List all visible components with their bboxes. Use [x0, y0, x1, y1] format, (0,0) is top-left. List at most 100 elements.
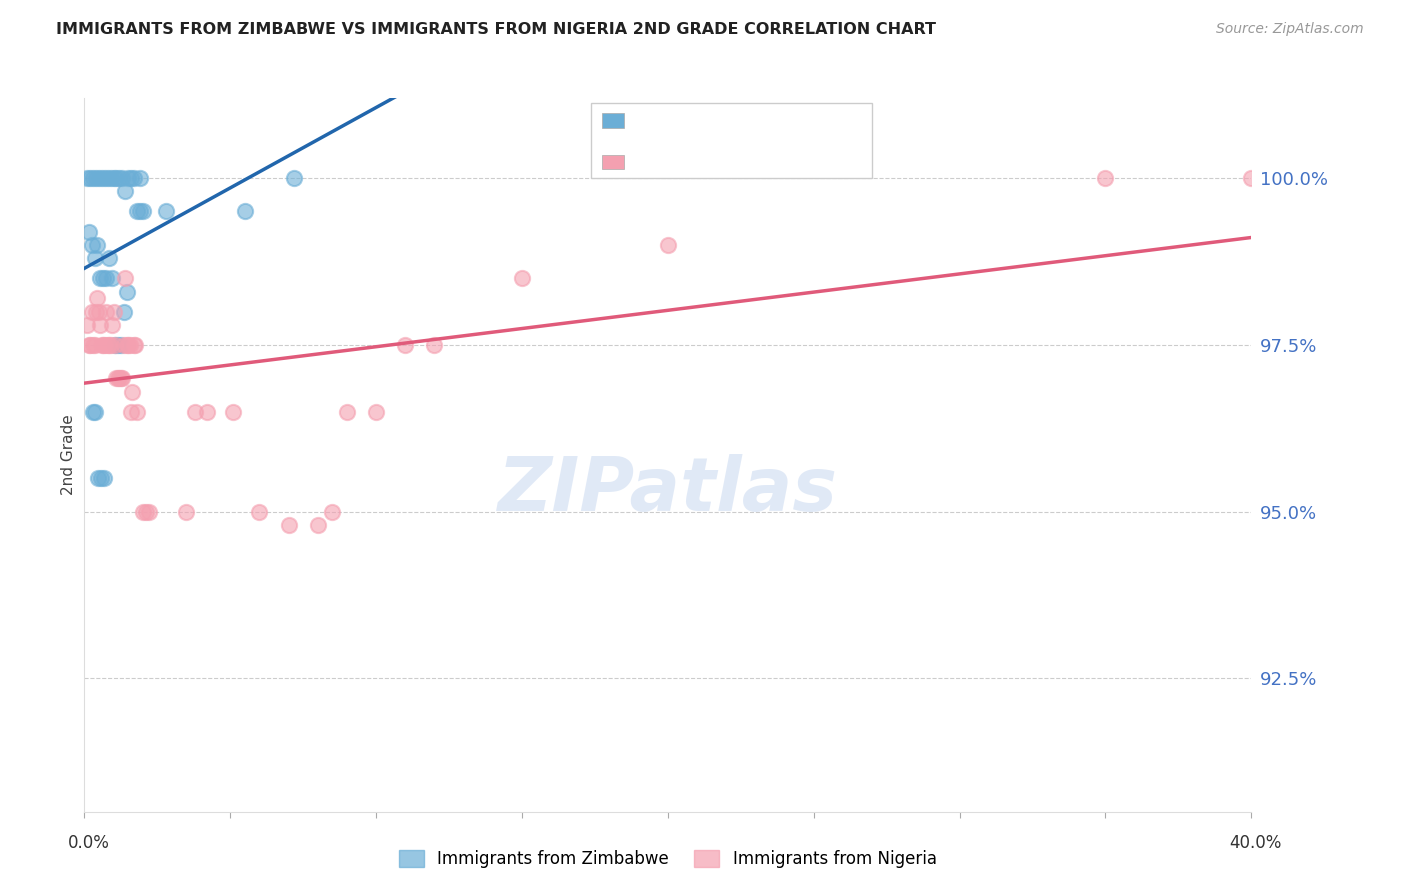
Point [107, 338, 129, 352]
Point [124, 338, 146, 352]
Point [108, 371, 131, 385]
Point [366, 404, 388, 418]
Point [122, 338, 145, 352]
Point [94, 338, 117, 352]
Point [222, 404, 245, 418]
Point [510, 271, 533, 285]
Point [249, 505, 271, 519]
Point [96, 304, 118, 318]
Point [98, 251, 121, 265]
Point [307, 518, 329, 533]
Point [104, 338, 127, 352]
Point [118, 338, 141, 352]
Point [103, 304, 125, 318]
Point [104, 338, 127, 352]
Point [120, 171, 142, 186]
Point [84, 404, 107, 418]
Text: R = 0.416   N = 54: R = 0.416 N = 54 [633, 153, 797, 171]
Point [83, 251, 105, 265]
Point [90, 338, 112, 352]
Point [111, 371, 134, 385]
Point [114, 185, 136, 199]
Point [115, 285, 138, 299]
Point [128, 171, 150, 186]
Text: Source: ZipAtlas.com: Source: ZipAtlas.com [1216, 22, 1364, 37]
Point [90, 471, 112, 485]
Point [100, 338, 122, 352]
Point [105, 371, 128, 385]
Point [321, 505, 343, 519]
Point [82, 404, 104, 418]
Point [112, 338, 135, 352]
Text: R = 0.349   N = 43: R = 0.349 N = 43 [633, 113, 797, 131]
Point [77, 338, 100, 352]
Point [97, 338, 120, 352]
Point [155, 204, 177, 219]
Point [132, 505, 155, 519]
Point [110, 371, 132, 385]
Point [83, 338, 105, 352]
Point [101, 271, 124, 285]
Point [82, 338, 104, 352]
Point [87, 171, 110, 186]
Point [117, 338, 139, 352]
Text: ZIPatlas: ZIPatlas [498, 454, 838, 527]
Point [90, 171, 112, 186]
Point [103, 171, 125, 186]
Point [89, 271, 111, 285]
Point [97, 171, 120, 186]
Point [84, 171, 107, 186]
Point [98, 338, 121, 352]
Point [283, 171, 305, 186]
Point [79, 171, 101, 186]
Point [394, 338, 416, 352]
Point [336, 404, 359, 418]
Text: 0.0%: 0.0% [67, 834, 110, 852]
Point [94, 171, 117, 186]
Point [120, 404, 142, 418]
Point [110, 338, 132, 352]
Point [128, 204, 150, 219]
Point [657, 237, 679, 252]
Point [277, 518, 299, 533]
Point [125, 204, 148, 219]
Point [1240, 171, 1263, 186]
Point [1094, 171, 1116, 186]
Point [423, 338, 446, 352]
Point [115, 338, 138, 352]
Point [84, 304, 107, 318]
Point [82, 171, 104, 186]
Point [89, 318, 111, 332]
Point [135, 505, 157, 519]
Point [195, 404, 218, 418]
Point [117, 171, 139, 186]
Point [122, 171, 145, 186]
Point [184, 404, 207, 418]
Point [91, 338, 114, 352]
Point [108, 171, 131, 186]
Point [77, 225, 100, 239]
Legend: Immigrants from Zimbabwe, Immigrants from Nigeria: Immigrants from Zimbabwe, Immigrants fro… [392, 843, 943, 875]
Text: 40.0%: 40.0% [1229, 834, 1282, 852]
Point [105, 171, 128, 186]
Point [76, 171, 98, 186]
Point [112, 304, 135, 318]
Point [114, 271, 136, 285]
Point [233, 204, 256, 219]
Point [86, 237, 108, 252]
Y-axis label: 2nd Grade: 2nd Grade [60, 415, 76, 495]
Point [87, 471, 110, 485]
Point [101, 318, 124, 332]
Point [138, 505, 160, 519]
Point [79, 338, 101, 352]
Point [100, 171, 122, 186]
Point [80, 237, 103, 252]
Point [80, 304, 103, 318]
Point [107, 371, 129, 385]
Point [93, 471, 115, 485]
Point [87, 304, 110, 318]
Point [132, 204, 155, 219]
Point [91, 271, 114, 285]
Point [86, 291, 108, 305]
Point [76, 318, 98, 332]
